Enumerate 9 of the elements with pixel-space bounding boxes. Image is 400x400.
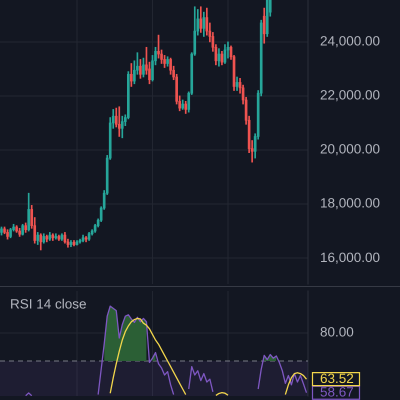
y-tick-label: 63.52 [320, 370, 354, 386]
y-tick-label: 24,000.00 [320, 34, 380, 49]
y-tick-label: 20,000.00 [320, 142, 380, 157]
y-tick-label: 58.67 [320, 384, 354, 400]
y-tick-label: 22,000.00 [320, 88, 380, 103]
y-tick-label: 80.00 [320, 324, 354, 340]
text: RSI 14 close [10, 296, 87, 312]
y-tick-label: 16,000.00 [320, 250, 380, 265]
y-tick-label: 18,000.00 [320, 196, 380, 211]
